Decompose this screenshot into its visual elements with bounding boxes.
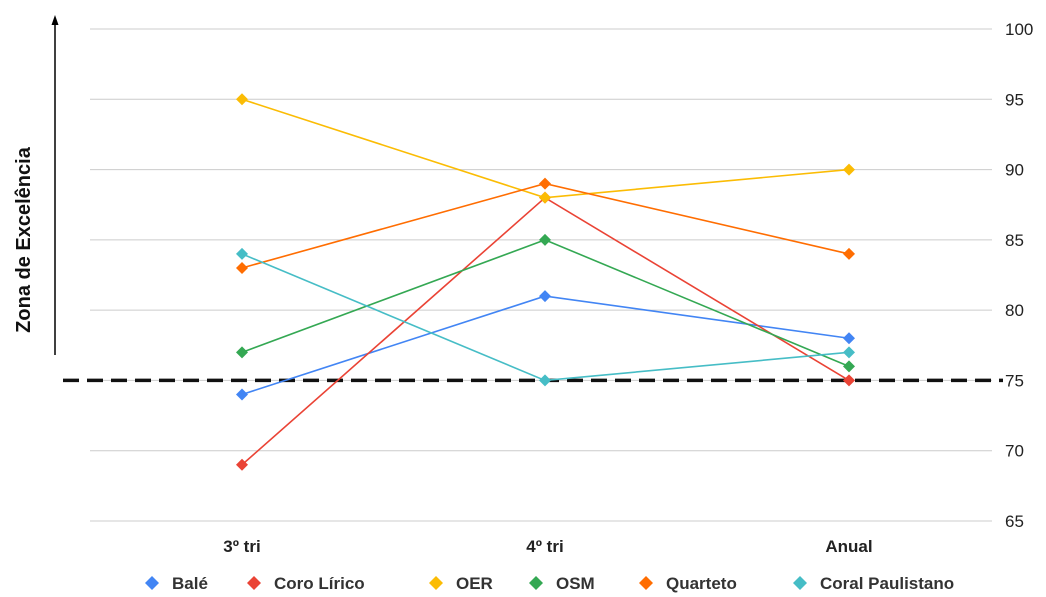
- y-axis-label: Zona de Excelência: [13, 146, 35, 333]
- y-axis: Zona de Excelência: [13, 15, 59, 355]
- y-tick-label: 85: [1005, 231, 1024, 250]
- data-point: [843, 247, 855, 260]
- y-tick-label: 95: [1005, 90, 1024, 109]
- x-tick-label: 4º tri: [526, 537, 563, 556]
- data-point: [539, 233, 551, 246]
- x-tick-label: Anual: [825, 537, 872, 556]
- y-tick-label: 90: [1005, 161, 1024, 180]
- legend-marker: [639, 576, 653, 590]
- data-point: [236, 458, 248, 471]
- y-tick-label: 70: [1005, 442, 1024, 461]
- data-point: [843, 360, 855, 373]
- y-tick-label: 100: [1005, 20, 1033, 39]
- data-point: [236, 261, 248, 274]
- data-point: [843, 163, 855, 176]
- legend-marker: [793, 576, 807, 590]
- legend: Balé Coro Lírico OER OSM Quarteto Coral Pauli…: [145, 574, 954, 593]
- y-tick-label: 80: [1005, 301, 1024, 320]
- legend-label: Coro Lírico: [274, 574, 365, 593]
- series-3: [236, 233, 855, 373]
- series-2: [236, 93, 855, 204]
- data-point: [539, 177, 551, 190]
- data-point: [236, 346, 248, 359]
- series-5: [236, 247, 855, 387]
- data-point: [539, 374, 551, 387]
- y-tick-label: 65: [1005, 512, 1024, 531]
- y-axis-arrow-head: [51, 15, 59, 25]
- gridlines: [90, 28, 992, 522]
- data-point: [539, 191, 551, 204]
- data-point: [236, 388, 248, 401]
- y-axis-ticks: 65 70 75 80 85 90 95 100: [1005, 20, 1033, 531]
- x-axis-labels: 3º tri 4º tri Anual: [223, 537, 872, 556]
- legend-label: OER: [456, 574, 493, 593]
- y-tick-label: 75: [1005, 371, 1024, 390]
- data-point: [236, 247, 248, 260]
- legend-marker: [247, 576, 261, 590]
- legend-marker: [529, 576, 543, 590]
- legend-label: Coral Paulistano: [820, 574, 954, 593]
- data-point: [843, 332, 855, 345]
- legend-label: OSM: [556, 574, 595, 593]
- legend-label: Balé: [172, 574, 208, 593]
- series-4: [236, 177, 855, 274]
- series-group: [236, 93, 855, 471]
- legend-marker: [429, 576, 443, 590]
- series-line: [241, 253, 850, 382]
- series-line: [241, 238, 850, 368]
- legend-label: Quarteto: [666, 574, 737, 593]
- data-point: [843, 374, 855, 387]
- legend-marker: [145, 576, 159, 590]
- data-point: [236, 93, 248, 106]
- data-point: [539, 290, 551, 303]
- data-point: [843, 346, 855, 359]
- x-tick-label: 3º tri: [223, 537, 260, 556]
